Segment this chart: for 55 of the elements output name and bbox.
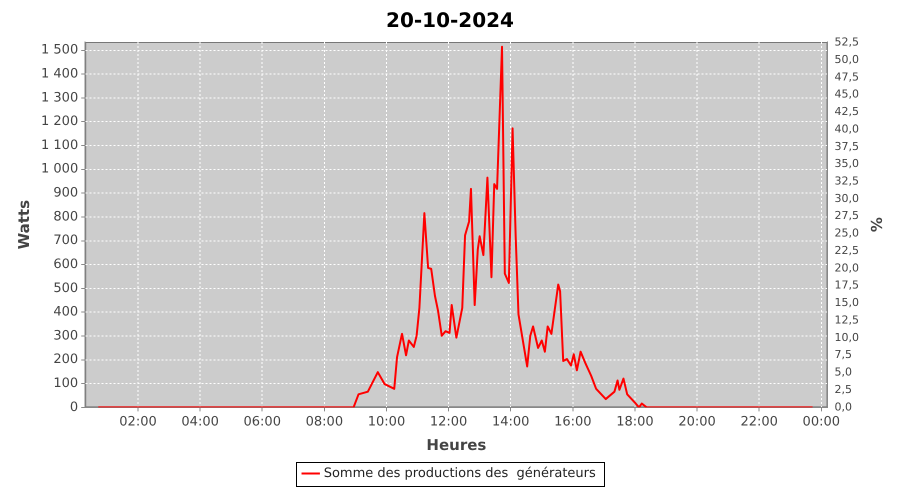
y-tick-label: 200 <box>53 352 78 368</box>
y-tick-label: 600 <box>53 256 78 272</box>
y2-tick-label: 35,0 <box>834 157 860 170</box>
y-tick-label: 0 <box>70 400 78 415</box>
chart-title: 20-10-2024 <box>386 8 514 32</box>
y-tick-label: 900 <box>53 186 78 201</box>
x-tick-label: 18:00 <box>616 414 654 430</box>
y-tick-label: 800 <box>53 209 78 224</box>
y2-tick-label: 47,5 <box>834 70 860 84</box>
x-tick-label: 16:00 <box>554 414 592 430</box>
y2-axis-title: % <box>867 217 886 232</box>
y2-tick-label: 22,5 <box>834 244 860 257</box>
y2-tick-label: 0,0 <box>834 400 852 414</box>
legend-label: Somme des productions des générateurs <box>324 466 596 481</box>
y-tick-label: 100 <box>53 376 78 391</box>
y-tick-label: 500 <box>53 280 78 296</box>
y2-tick-label: 32,5 <box>834 174 860 188</box>
x-tick-label: 22:00 <box>740 414 778 430</box>
y-tick-label: 400 <box>53 304 78 320</box>
y2-tick-label: 25,0 <box>834 226 860 240</box>
x-tick-label: 06:00 <box>244 414 281 430</box>
y-axis-title: Watts <box>14 200 33 250</box>
y2-tick-label: 12,5 <box>834 313 860 326</box>
x-tick-label: 12:00 <box>430 414 468 430</box>
x-axis-title: Heures <box>426 436 486 454</box>
x-tick-label: 00:00 <box>802 414 840 430</box>
x-tick-label: 14:00 <box>492 414 530 430</box>
y2-tick-label: 42,5 <box>834 105 860 118</box>
y-tick-label: 1 200 <box>41 114 78 130</box>
y-tick-label: 1 100 <box>41 138 78 153</box>
y-tick-label: 1 300 <box>41 90 78 106</box>
y2-tick-label: 20,0 <box>834 261 860 274</box>
y2-tick-label: 15,0 <box>834 296 860 310</box>
y2-tick-label: 10,0 <box>834 330 860 344</box>
y2-tick-label: 50,0 <box>834 52 860 66</box>
y2-tick-label: 37,5 <box>834 140 860 153</box>
x-tick-label: 08:00 <box>306 414 344 430</box>
y-tick-label: 1 000 <box>41 162 78 177</box>
y2-tick-label: 2,5 <box>834 382 852 396</box>
y-tick-label: 300 <box>53 328 78 344</box>
y2-tick-label: 5,0 <box>834 366 852 379</box>
x-tick-label: 04:00 <box>181 414 219 430</box>
y-tick-label: 700 <box>53 233 78 248</box>
y-tick-label: 1 400 <box>41 66 78 82</box>
y2-tick-label: 30,0 <box>834 192 860 205</box>
y2-tick-label: 7,5 <box>834 348 852 362</box>
y2-tick-label: 52,5 <box>834 36 860 49</box>
y2-tick-label: 17,5 <box>834 278 860 292</box>
x-tick-label: 10:00 <box>368 414 406 430</box>
y2-tick-label: 27,5 <box>834 209 860 222</box>
y2-tick-label: 45,0 <box>834 88 860 101</box>
x-tick-label: 02:00 <box>119 414 157 430</box>
y-tick-label: 1 500 <box>41 42 78 58</box>
y2-tick-label: 40,0 <box>834 122 860 136</box>
x-tick-label: 20:00 <box>678 414 716 430</box>
